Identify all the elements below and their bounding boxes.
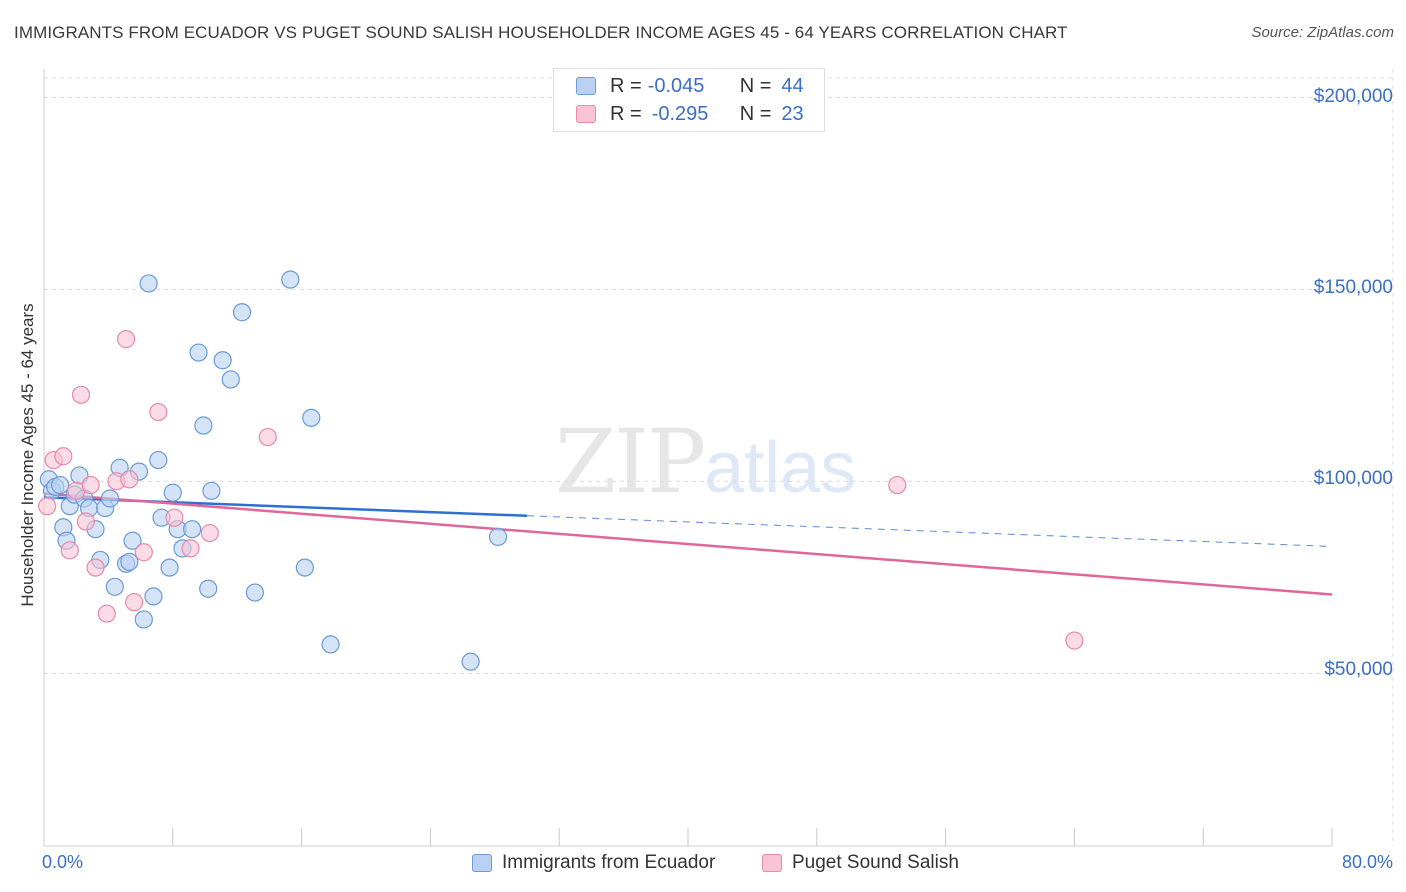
chart-title: IMMIGRANTS FROM ECUADOR VS PUGET SOUND S…	[14, 23, 1068, 42]
point-pink-15	[149, 402, 168, 422]
gridlines	[44, 69, 1396, 846]
point-pink-8	[86, 558, 105, 577]
legend-n-label: N =	[739, 74, 772, 97]
axes	[43, 69, 1333, 847]
bottom-legend-swatch-pink	[762, 854, 782, 872]
point-pink-17	[181, 539, 200, 558]
point-pink-20	[888, 475, 907, 495]
point-blue-23	[144, 587, 163, 606]
point-pink-16	[165, 508, 184, 527]
point-blue-33	[199, 579, 218, 598]
bottom-legend-ecuador: Immigrants from Ecuador	[472, 852, 715, 874]
watermark-atlas: atlas	[704, 428, 857, 508]
point-pink-18	[200, 523, 219, 543]
legend-swatch-pink	[576, 105, 596, 123]
legend-n-label: N =	[739, 102, 772, 125]
y-tick-label-150000: $150,000	[1313, 277, 1393, 298]
point-blue-40	[295, 558, 314, 577]
legend-swatch-blue	[576, 77, 596, 95]
bottom-legend-label-ecuador: Immigrants from Ecuador	[502, 852, 716, 873]
point-blue-44	[488, 527, 508, 546]
point-blue-27	[163, 483, 182, 502]
y-tick-label-100000: $100,000	[1313, 468, 1393, 489]
point-blue-43	[461, 652, 480, 671]
trend-line-pink	[43, 492, 1333, 596]
watermark-zip: ZIP	[555, 410, 706, 513]
point-pink-2	[54, 447, 73, 466]
point-pink-9	[97, 604, 116, 623]
point-pink-19	[258, 427, 277, 447]
point-pink-13	[125, 593, 144, 612]
point-blue-31	[189, 343, 208, 362]
y-tick-label-200000: $200,000	[1313, 86, 1393, 107]
point-pink-21	[1065, 631, 1084, 650]
point-pink-11	[117, 330, 136, 349]
point-blue-30	[183, 520, 202, 539]
data-points	[38, 270, 1084, 671]
point-pink-6	[76, 512, 95, 531]
legend-r-value: -0.045	[647, 74, 705, 97]
point-blue-35	[213, 351, 232, 370]
correlation-legend: R = -0.045 N = 44 R = -0.295 N = 23	[553, 68, 825, 132]
source-label: Source: ZipAtlas.com	[1251, 24, 1394, 41]
point-blue-41	[302, 408, 321, 427]
point-blue-21	[134, 610, 153, 629]
point-blue-38	[245, 583, 265, 602]
legend-r-label: R =	[610, 102, 642, 125]
bottom-legend-swatch-blue	[472, 854, 492, 872]
legend-row-ecuador: R = -0.045 N = 44	[554, 73, 804, 99]
point-blue-3	[50, 475, 70, 495]
y-tick-label-50000: $50,000	[1324, 659, 1393, 680]
legend-r-value: -0.295	[651, 102, 709, 125]
point-pink-14	[134, 543, 153, 562]
point-blue-19	[123, 531, 142, 550]
point-pink-7	[81, 475, 100, 495]
point-pink-0	[38, 497, 57, 516]
legend-n-value: 23	[781, 102, 804, 125]
point-blue-22	[139, 274, 158, 293]
x-tick-label-min: 0.0%	[42, 852, 84, 872]
point-pink-5	[71, 385, 91, 404]
point-blue-42	[321, 635, 340, 654]
point-blue-32	[194, 416, 213, 435]
bottom-legend-label-salish: Puget Sound Salish	[792, 852, 959, 873]
point-blue-34	[202, 481, 221, 500]
watermark: ZIPatlas	[555, 410, 856, 513]
point-blue-36	[221, 370, 240, 389]
point-blue-24	[149, 450, 168, 470]
x-tick-label-max: 80.0%	[1341, 852, 1393, 872]
legend-r-label: R =	[610, 74, 642, 97]
point-blue-39	[281, 270, 300, 289]
legend-n-value: 44	[781, 74, 804, 97]
trend-line-blue-extension	[526, 515, 1333, 547]
legend-row-salish: R = -0.295 N = 23	[554, 101, 804, 127]
point-blue-14	[100, 489, 120, 508]
bottom-legend-salish: Puget Sound Salish	[762, 852, 959, 874]
point-blue-37	[232, 303, 252, 322]
point-pink-3	[60, 541, 79, 560]
trend-lines	[43, 492, 1333, 596]
point-blue-18	[120, 552, 139, 571]
point-blue-15	[105, 577, 124, 596]
point-pink-12	[120, 470, 139, 489]
point-blue-26	[160, 558, 179, 577]
y-axis-label: Householder Income Ages 45 - 64 years	[18, 303, 37, 607]
